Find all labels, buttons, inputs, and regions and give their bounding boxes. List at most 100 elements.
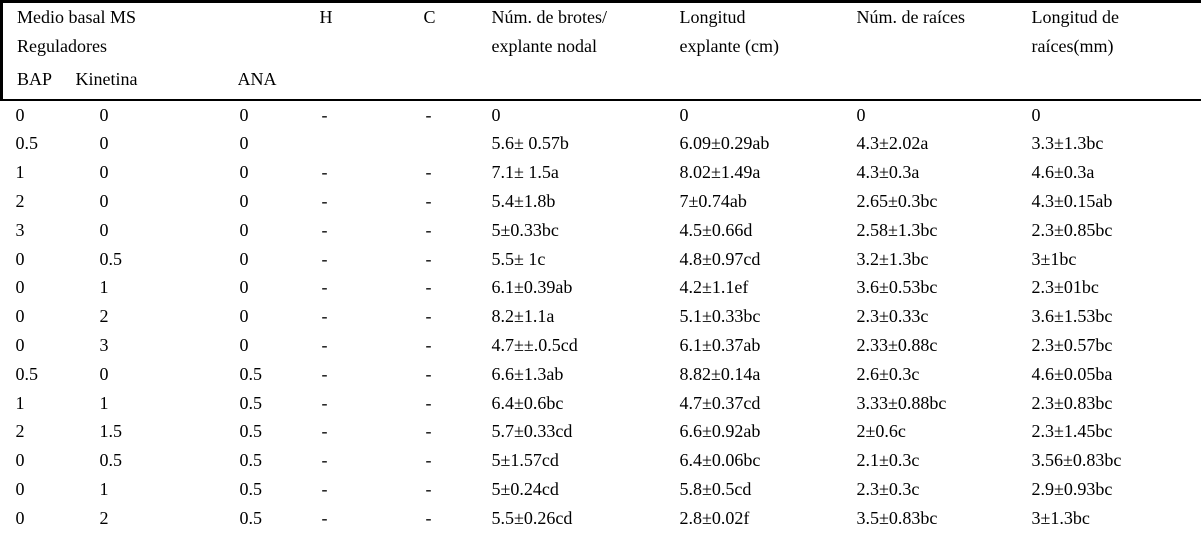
table-cell: 0 bbox=[99, 104, 109, 125]
table-cell: 4.3±0.3a bbox=[856, 162, 920, 183]
table-cell: 0.5 bbox=[99, 450, 123, 471]
table-cell: 1 bbox=[99, 392, 109, 413]
table-row: 0.5 0 0.5 - - 6.6±1.3ab 8.82±0.14a 2.6±0.3c 4.6±… bbox=[2, 360, 1201, 389]
table-cell: 2 bbox=[15, 421, 25, 442]
table-cell: 7±0.74ab bbox=[679, 190, 747, 211]
table-cell: 3±1bc bbox=[1031, 248, 1077, 269]
table-cell: 3.33±0.88bc bbox=[856, 392, 947, 413]
table-cell: 0 bbox=[239, 133, 249, 154]
table-cell: 2±0.6c bbox=[856, 421, 906, 442]
table-cell: - bbox=[321, 190, 328, 211]
table-cell: 0 bbox=[15, 248, 25, 269]
table-cell: 2 bbox=[75, 503, 238, 533]
table-cell: 0 bbox=[239, 277, 249, 298]
table-cell: - bbox=[321, 450, 328, 471]
table-cell: 6.09±0.29ab bbox=[679, 133, 770, 154]
table-cell: 0.5 bbox=[239, 450, 263, 471]
table-header: Medio basal MS Reguladores H C Núm. de b… bbox=[0, 0, 1201, 101]
table-cell: - bbox=[321, 219, 328, 240]
table-cell: 8.2±1.1a bbox=[491, 306, 555, 327]
table-cell: 0 bbox=[239, 190, 249, 211]
table-cell: 0.5 bbox=[99, 248, 123, 269]
table-cell: 0 bbox=[1, 503, 76, 533]
table-cell: 2.6±0.3c bbox=[856, 363, 920, 384]
table-cell: 6.4±0.06bc bbox=[679, 450, 761, 471]
table-cell: 4.5±0.66d bbox=[679, 219, 753, 240]
table-cell: 6.6±1.3ab bbox=[491, 363, 564, 384]
table-cell: 3.6±0.53bc bbox=[856, 277, 938, 298]
table-row: 1 0 0 - - 7.1± 1.5a 8.02±1.49a 4.3±0.3a 4.6±0.3a bbox=[2, 158, 1201, 187]
col-header-num-brotes: Núm. de brotes/ explante nodal bbox=[489, 0, 678, 101]
table-cell: - bbox=[321, 104, 328, 125]
table-cell: 0.5 bbox=[239, 478, 263, 499]
table-cell: 5.8±0.5cd bbox=[679, 478, 752, 499]
col-header-longitud-raices: Longitud de raíces(mm) bbox=[1029, 0, 1201, 101]
table-cell: 0.5 bbox=[239, 363, 263, 384]
table-cell: 0 bbox=[856, 104, 866, 125]
table-cell: 0.5 bbox=[237, 503, 318, 533]
table-cell: 4.8±0.97cd bbox=[679, 248, 761, 269]
table-cell: - bbox=[425, 363, 432, 384]
table-cell: - bbox=[425, 478, 432, 499]
table-cell: 0.5 bbox=[15, 363, 39, 384]
table-row: 0 2 0.5- -5.5±0.26cd 2.8±0.02f 3.5±0.83bc 3±1.… bbox=[1, 503, 1201, 533]
table-cell: - bbox=[321, 478, 328, 499]
table-cell: 2.3±1.45bc bbox=[1031, 421, 1113, 442]
table-cell: 5.6± 0.57b bbox=[491, 133, 569, 154]
table-cell: 8.02±1.49a bbox=[679, 162, 761, 183]
table-row: 3 0 0 - - 5±0.33bc 4.5±0.66d 2.58±1.3bc 2.3±0.85… bbox=[2, 216, 1201, 245]
table-cell: 5±0.33bc bbox=[491, 219, 559, 240]
table-cell: 0 bbox=[239, 306, 249, 327]
table-cell: 2.3±01bc bbox=[1031, 277, 1099, 298]
table-cell: 2 bbox=[99, 306, 109, 327]
table-cell: 4.2±1.1ef bbox=[679, 277, 749, 298]
table-cell: - bbox=[321, 162, 328, 183]
table-cell: 4.7±0.37cd bbox=[679, 392, 761, 413]
table-cell: 5±1.57cd bbox=[491, 450, 559, 471]
table-cell: 5.1±0.33bc bbox=[679, 306, 761, 327]
table-row: 2 0 0 - - 5.4±1.8b 7±0.74ab 2.65±0.3bc 4.3±0.15a… bbox=[2, 187, 1201, 216]
table-cell: 1 bbox=[99, 478, 109, 499]
table-cell: 0 bbox=[15, 478, 25, 499]
table-cell: 0 bbox=[15, 306, 25, 327]
table-cell bbox=[318, 129, 422, 158]
table-cell: - bbox=[425, 334, 432, 355]
table-cell: 2.3±0.83bc bbox=[1031, 392, 1113, 413]
table-cell: 4.6±0.05ba bbox=[1031, 363, 1113, 384]
table-cell: - bbox=[425, 162, 432, 183]
table-cell: 3±1.3bc bbox=[1029, 503, 1201, 533]
table-cell: 1 bbox=[15, 392, 25, 413]
table-cell: - bbox=[425, 421, 432, 442]
table-cell: 1 bbox=[99, 277, 109, 298]
table-cell: - bbox=[321, 334, 328, 355]
table-cell: 6.1±0.39ab bbox=[491, 277, 573, 298]
table-cell bbox=[422, 129, 490, 158]
table-row: 2 1.5 0.5 - - 5.7±0.33cd 6.6±0.92ab 2±0.6c 2.3±1… bbox=[2, 417, 1201, 446]
table-cell: 5.4±1.8b bbox=[491, 190, 556, 211]
table-cell: 0 bbox=[1031, 104, 1041, 125]
table-cell: 4.3±2.02a bbox=[856, 133, 929, 154]
table-cell: 2 bbox=[15, 190, 25, 211]
table-cell: 0 bbox=[15, 104, 25, 125]
table-cell: - bbox=[425, 219, 432, 240]
table-cell: - bbox=[421, 503, 490, 533]
table-row: 0.5 0 0 5.6± 0.57b 6.09±0.29ab 4.3±2.02a 3.3±1… bbox=[2, 129, 1201, 158]
table-cell: - bbox=[321, 277, 328, 298]
header-row-sub: BAP Kinetina ANA bbox=[0, 60, 1201, 101]
table-row: 0 3 0 - - 4.7±±.0.5cd 6.1±0.37ab 2.33±0.88c 2.3±… bbox=[2, 331, 1201, 360]
table-cell: 3.6±1.53bc bbox=[1031, 306, 1113, 327]
col-header-c: C bbox=[421, 0, 490, 101]
table-cell: 0.5 bbox=[239, 421, 263, 442]
table-cell: 0 bbox=[99, 162, 109, 183]
col-header-ana: ANA bbox=[237, 60, 318, 101]
table-cell: 2.33±0.88c bbox=[856, 334, 938, 355]
table-row: 0 1 0.5 - - 5±0.24cd 5.8±0.5cd 2.3±0.3c 2.9±0.93… bbox=[2, 475, 1201, 504]
table-cell: 0 bbox=[15, 450, 25, 471]
table-cell: 2.3±0.85bc bbox=[1031, 219, 1113, 240]
table-cell: 0 bbox=[99, 190, 109, 211]
table-cell: - bbox=[321, 306, 328, 327]
table-cell: 8.82±0.14a bbox=[679, 363, 761, 384]
table-cell: 3 bbox=[99, 334, 109, 355]
table-cell: 4.6±0.3a bbox=[1031, 162, 1095, 183]
col-header-longitud-explante: Longitud explante (cm) bbox=[677, 0, 855, 101]
